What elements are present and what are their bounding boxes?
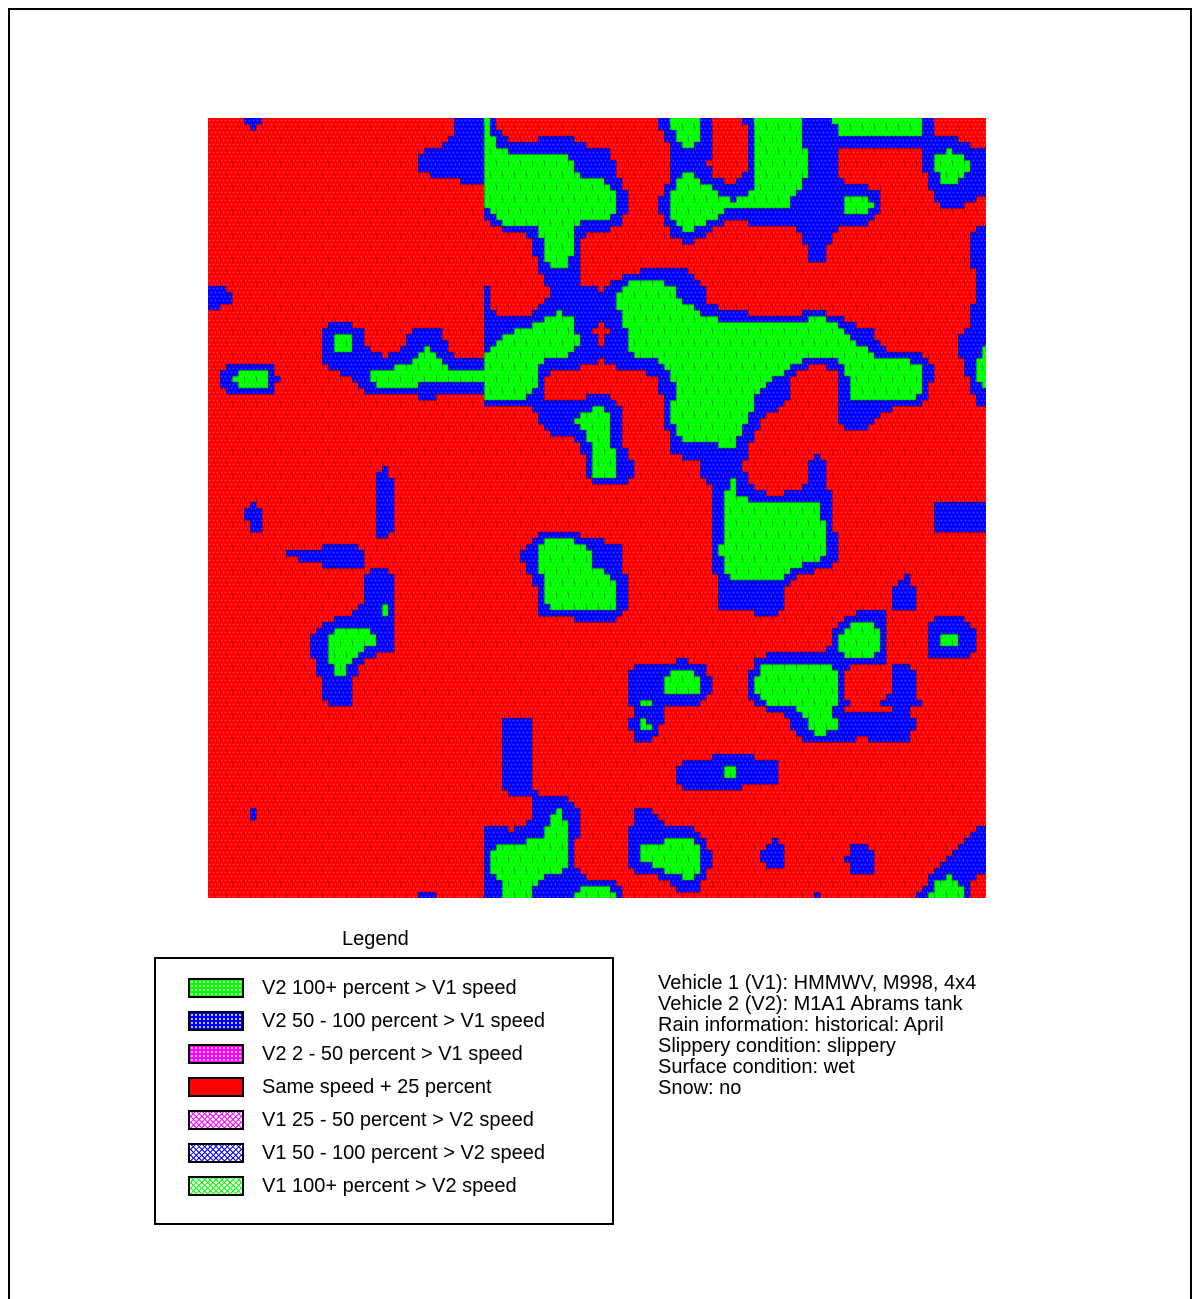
legend-label: V2 100+ percent > V1 speed [262, 976, 517, 999]
legend-item-same-speed: Same speed + 25 percent [188, 1075, 492, 1099]
legend-item-v2-2-50: V2 2 - 50 percent > V1 speed [188, 1042, 523, 1066]
legend-swatch [188, 1176, 244, 1196]
vehicle-info: Vehicle 1 (V1): HMMWV, M998, 4x4 Vehicle… [658, 973, 976, 1099]
legend-label: V2 50 - 100 percent > V1 speed [262, 1009, 545, 1032]
legend-title: Legend [342, 928, 409, 950]
legend-label: V1 50 - 100 percent > V2 speed [262, 1141, 545, 1164]
speed-comparison-map [208, 118, 986, 898]
figure-frame [8, 8, 1192, 1299]
legend-item-v2-50-100: V2 50 - 100 percent > V1 speed [188, 1009, 545, 1033]
info-vehicle-1: Vehicle 1 (V1): HMMWV, M998, 4x4 [658, 972, 977, 994]
legend-item-v1-25-50: V1 25 - 50 percent > V2 speed [188, 1108, 534, 1132]
legend-label: V1 25 - 50 percent > V2 speed [262, 1108, 534, 1131]
legend: V2 100+ percent > V1 speed V2 50 - 100 p… [154, 957, 614, 1225]
legend-item-v2-100-plus: V2 100+ percent > V1 speed [188, 976, 517, 1000]
info-snow: Snow: no [658, 1077, 742, 1099]
legend-label: Same speed + 25 percent [262, 1075, 492, 1098]
info-rain: Rain information: historical: April [658, 1014, 944, 1036]
legend-item-v1-100-plus: V1 100+ percent > V2 speed [188, 1174, 517, 1198]
legend-swatch [188, 978, 244, 998]
info-vehicle-2: Vehicle 2 (V2): M1A1 Abrams tank [658, 993, 963, 1015]
legend-swatch [188, 1044, 244, 1064]
legend-swatch [188, 1011, 244, 1031]
info-slippery: Slippery condition: slippery [658, 1035, 896, 1057]
map-raster [208, 118, 986, 898]
legend-label: V1 100+ percent > V2 speed [262, 1174, 517, 1197]
info-surface: Surface condition: wet [658, 1056, 855, 1078]
legend-label: V2 2 - 50 percent > V1 speed [262, 1042, 523, 1065]
legend-item-v1-50-100: V1 50 - 100 percent > V2 speed [188, 1141, 545, 1165]
legend-swatch [188, 1077, 244, 1097]
legend-swatch [188, 1143, 244, 1163]
legend-swatch [188, 1110, 244, 1130]
